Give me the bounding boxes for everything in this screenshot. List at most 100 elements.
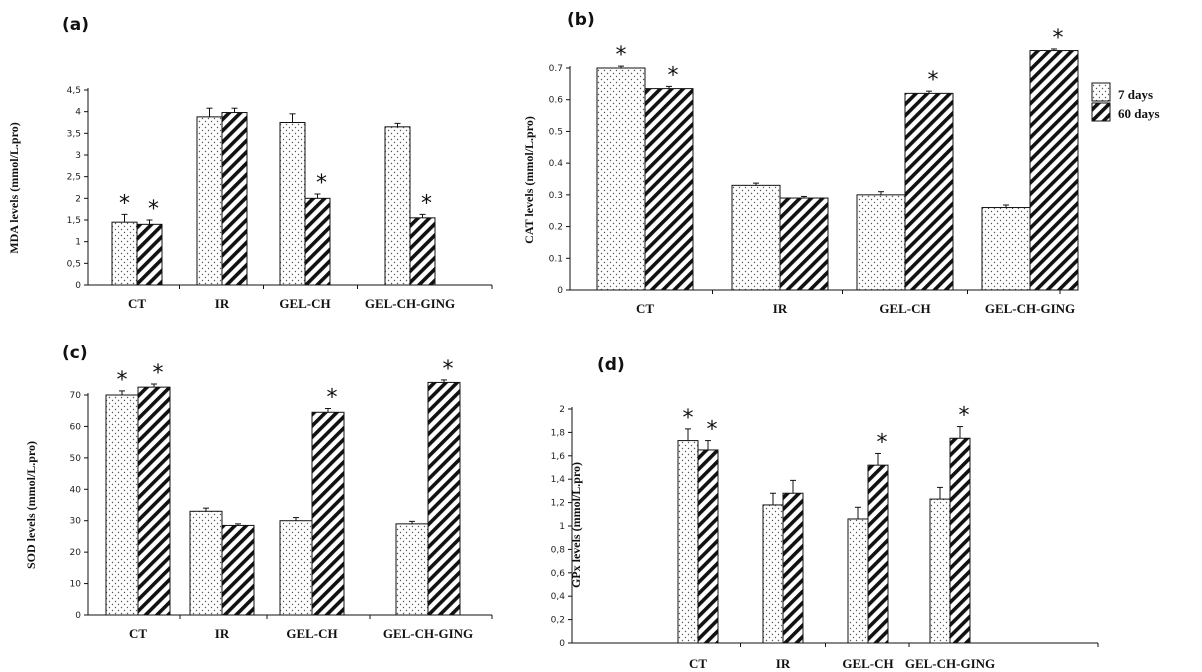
y-tick-label: 1,4 <box>551 475 566 485</box>
y-tick-label: 1,5 <box>67 216 81 226</box>
y-tick-label: 0.5 <box>549 127 563 137</box>
y-tick-label: 3,5 <box>67 129 81 139</box>
bar-60-days <box>221 112 248 286</box>
panel-label: (b) <box>567 10 595 30</box>
x-tick-label: GEL-CH <box>286 626 337 641</box>
x-tick-label: CT <box>128 296 146 311</box>
y-tick-label: 4 <box>75 108 81 118</box>
y-tick-label: 2 <box>559 405 565 415</box>
panel-label: (c) <box>62 343 88 363</box>
significance-star: * <box>327 386 338 411</box>
bar-60-days <box>779 197 829 291</box>
y-tick-label: 10 <box>70 580 82 590</box>
bar-60-days <box>311 411 345 616</box>
x-tick-label: IR <box>773 301 788 316</box>
significance-star: * <box>421 191 432 216</box>
y-tick-label: 0,4 <box>551 592 566 602</box>
significance-star: * <box>117 368 128 393</box>
bar-60-days <box>697 449 719 644</box>
significance-star: * <box>683 406 694 431</box>
bar-60-days <box>949 437 971 644</box>
significance-star: * <box>877 430 888 455</box>
x-tick-label: IR <box>215 296 230 311</box>
y-tick-label: 1,2 <box>551 499 565 509</box>
y-tick-label: 4,5 <box>67 86 81 96</box>
bar-7-days <box>596 67 646 291</box>
y-tick-label: 0.7 <box>549 64 563 74</box>
bar-7-days <box>762 504 784 644</box>
chart-panel-3: (c) SOD levels (mmol/L.pro) 0 10 20 30 40 50 60 7… <box>24 343 493 641</box>
bar-7-days <box>279 122 306 286</box>
y-tick-label: 0,6 <box>551 569 566 579</box>
y-tick-label: 60 <box>70 422 82 432</box>
bar-7-days <box>395 523 429 616</box>
significance-star: * <box>443 357 454 382</box>
y-tick-label: 0.2 <box>549 223 563 233</box>
x-tick-label: GEL-CH <box>879 301 930 316</box>
bar-7-days <box>111 221 138 286</box>
y-tick-label: 1 <box>75 238 81 248</box>
legend-swatch-60-days <box>1091 102 1111 122</box>
y-tick-label: 0 <box>557 286 563 296</box>
y-tick-label: 1 <box>559 522 565 532</box>
legend: 7 days 60 days <box>1091 82 1160 122</box>
x-tick-label: GEL-CH <box>842 656 893 671</box>
chart-panels: (a) MDA levels (mmol/L.pro) 0 0,5 1 1,5 2 2,5 3 3… <box>7 10 1099 671</box>
bar-60-days <box>782 492 804 644</box>
bar-7-days <box>847 518 869 644</box>
y-axis-label: CAT levels (mmol/L.pro) <box>522 116 536 244</box>
bar-7-days <box>981 207 1031 291</box>
bar-60-days <box>904 92 954 291</box>
legend-swatch-7-days <box>1091 82 1111 102</box>
y-tick-label: 0,2 <box>551 616 565 626</box>
significance-star: * <box>616 43 627 68</box>
x-tick-label: GEL-CH-GING <box>365 296 455 311</box>
significance-star: * <box>148 197 159 222</box>
x-tick-label: GEL-CH-GING <box>383 626 473 641</box>
chart-panel-4: (d) GPx levels (mmol/L.pro) 0 0,2 0,4 0,6 0,8 1… <box>551 355 1099 671</box>
bar-60-days <box>867 464 889 644</box>
y-tick-label: 1,6 <box>551 452 566 462</box>
bar-7-days <box>677 440 699 644</box>
bar-60-days <box>1029 50 1079 291</box>
bar-7-days <box>105 394 139 616</box>
y-tick-label: 0.6 <box>549 96 564 106</box>
y-tick-label: 2,5 <box>67 173 81 183</box>
significance-star: * <box>1053 26 1064 51</box>
y-tick-label: 30 <box>70 517 82 527</box>
y-tick-label: 0 <box>75 611 81 621</box>
y-axis-label: SOD levels (mmol/L.pro) <box>24 441 38 569</box>
x-tick-label: CT <box>129 626 147 641</box>
significance-star: * <box>316 171 327 196</box>
x-tick-label: GEL-CH <box>279 296 330 311</box>
significance-star: * <box>959 404 970 429</box>
bar-7-days <box>384 126 411 286</box>
y-tick-label: 20 <box>70 548 82 558</box>
y-tick-label: 0.4 <box>549 159 564 169</box>
y-tick-label: 70 <box>70 391 82 401</box>
legend-label-60-days: 60 days <box>1118 106 1160 121</box>
bar-7-days <box>189 510 223 616</box>
y-tick-label: 3 <box>75 151 81 161</box>
y-tick-label: 50 <box>70 454 82 464</box>
bar-60-days <box>304 197 331 286</box>
bar-60-days <box>409 217 436 286</box>
bar-7-days <box>856 194 906 291</box>
bar-60-days <box>221 524 255 616</box>
y-axis-label: GPx levels (mmol/L.pro) <box>569 462 583 588</box>
bar-60-days <box>137 386 171 616</box>
chart-panel-2: (b) CAT levels (mmol/L.pro) 0 0.1 0.2 0.3 0.4 0… <box>522 10 1079 316</box>
y-tick-label: 0 <box>559 639 565 649</box>
significance-star: * <box>153 361 164 386</box>
x-tick-label: CT <box>689 656 707 671</box>
bar-60-days <box>644 88 694 291</box>
y-tick-label: 0 <box>75 281 81 291</box>
bar-7-days <box>731 184 781 291</box>
y-axis-label: MDA levels (mmol/L.pro) <box>7 122 21 253</box>
bar-60-days <box>427 381 461 616</box>
bar-7-days <box>279 520 313 616</box>
significance-star: * <box>928 68 939 93</box>
x-tick-label: CT <box>636 301 654 316</box>
y-tick-label: 0,8 <box>551 545 566 555</box>
